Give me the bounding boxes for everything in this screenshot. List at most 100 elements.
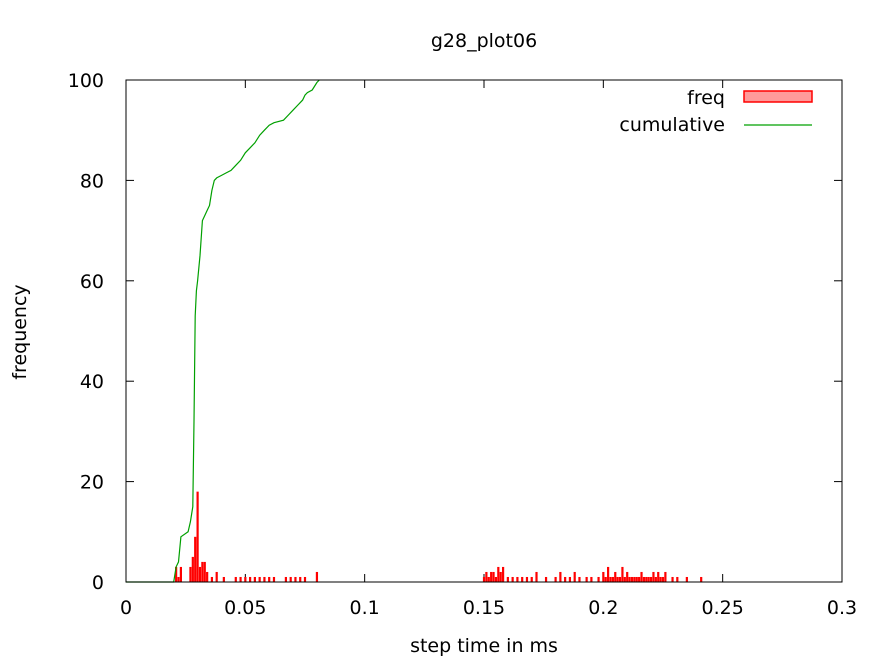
freq-bar <box>506 576 509 582</box>
freq-bar <box>175 566 178 582</box>
x-axis-ticks: 0 0.05 0.1 0.15 0.2 0.25 0.3 <box>120 80 857 619</box>
freq-bar <box>244 576 247 582</box>
freq-bar <box>652 571 655 582</box>
freq-bar <box>676 576 679 582</box>
freq-bar <box>568 576 572 582</box>
freq-bar <box>609 576 612 582</box>
cumulative-line <box>126 79 320 583</box>
freq-bar <box>544 576 548 582</box>
chart-title: g28_plot06 <box>431 30 537 52</box>
freq-bar <box>198 566 202 582</box>
freq-bar <box>487 576 490 582</box>
freq-bar <box>234 576 237 582</box>
freq-bar <box>249 576 252 582</box>
freq-bar <box>303 576 307 582</box>
y-axis-ticks: 0 20 40 60 80 100 <box>68 70 842 594</box>
freq-bar <box>623 576 626 582</box>
freq-bar <box>640 571 643 582</box>
freq-bar <box>196 491 199 582</box>
freq-bar <box>638 576 641 582</box>
legend-label-freq: freq <box>687 87 725 109</box>
y-tick-label: 60 <box>80 271 104 293</box>
x-tick-label: 0.2 <box>588 597 618 619</box>
freq-bar <box>659 576 662 582</box>
freq-bar <box>671 576 674 582</box>
legend: freq cumulative <box>619 87 813 136</box>
freq-bar <box>294 576 297 582</box>
freq-bar <box>604 576 607 582</box>
freq-bar <box>525 576 529 582</box>
freq-bar <box>201 561 204 582</box>
freq-bar <box>501 566 505 582</box>
freq-bar <box>554 576 557 582</box>
freq-bar <box>661 576 665 582</box>
freq-bar <box>618 576 622 582</box>
cumulative-line-group <box>126 79 320 583</box>
freq-bar <box>203 561 206 582</box>
freq-bar <box>607 566 610 582</box>
freq-bar <box>179 566 182 582</box>
freq-bar <box>194 536 197 582</box>
freq-bar <box>559 571 562 582</box>
freq-bar <box>289 576 292 582</box>
freq-bar <box>189 566 192 582</box>
freq-bar <box>521 576 524 582</box>
freq-bar <box>611 576 614 582</box>
freq-bar <box>511 576 514 582</box>
freq-bars <box>175 491 703 582</box>
freq-bar <box>590 576 593 582</box>
freq-bar <box>177 576 180 582</box>
freq-bar <box>647 576 650 582</box>
freq-bar <box>492 571 495 582</box>
freq-bar <box>621 566 624 582</box>
freq-bar <box>494 576 498 582</box>
freq-bar <box>206 571 209 582</box>
freq-bar <box>700 576 703 582</box>
freq-bar <box>516 576 519 582</box>
plot-frame <box>125 79 843 583</box>
freq-bar <box>210 576 214 582</box>
x-tick-label: 0.05 <box>224 597 266 619</box>
freq-bar <box>268 576 271 582</box>
freq-bar <box>649 576 653 582</box>
freq-bar <box>482 576 486 582</box>
freq-bar <box>299 576 302 582</box>
freq-bar <box>497 566 500 582</box>
freq-bar <box>215 571 218 582</box>
x-tick-label: 0.3 <box>827 597 857 619</box>
y-tick-label: 20 <box>80 472 104 494</box>
legend-swatch-freq <box>743 90 813 103</box>
freq-bar <box>630 576 634 582</box>
freq-bar <box>585 576 588 582</box>
y-tick-label: 100 <box>68 70 104 92</box>
y-tick-label: 0 <box>92 572 104 594</box>
freq-bar <box>616 576 619 582</box>
freq-bar <box>628 576 631 582</box>
freq-bar <box>530 576 533 582</box>
y-tick-label: 40 <box>80 371 104 393</box>
freq-bar <box>258 576 261 582</box>
freq-bar <box>191 556 194 582</box>
y-axis-label: frequency <box>9 284 31 379</box>
freq-bar <box>222 576 225 582</box>
freq-bar <box>499 571 502 582</box>
freq-bar <box>614 571 617 582</box>
freq-bar <box>272 576 276 582</box>
legend-label-cumulative: cumulative <box>619 114 725 136</box>
freq-bar <box>253 576 256 582</box>
freq-bar <box>654 576 657 582</box>
freq-bar <box>626 571 629 582</box>
freq-bar <box>635 576 638 582</box>
x-tick-label: 0 <box>120 597 132 619</box>
x-tick-label: 0.25 <box>702 597 744 619</box>
freq-bar <box>564 576 567 582</box>
freq-bar <box>645 576 648 582</box>
freq-bar <box>490 571 493 582</box>
freq-bar <box>239 576 242 582</box>
freq-bar <box>535 571 538 582</box>
freq-bar <box>633 576 636 582</box>
x-tick-label: 0.1 <box>350 597 380 619</box>
freq-bar <box>597 576 600 582</box>
y-tick-label: 80 <box>80 170 104 192</box>
